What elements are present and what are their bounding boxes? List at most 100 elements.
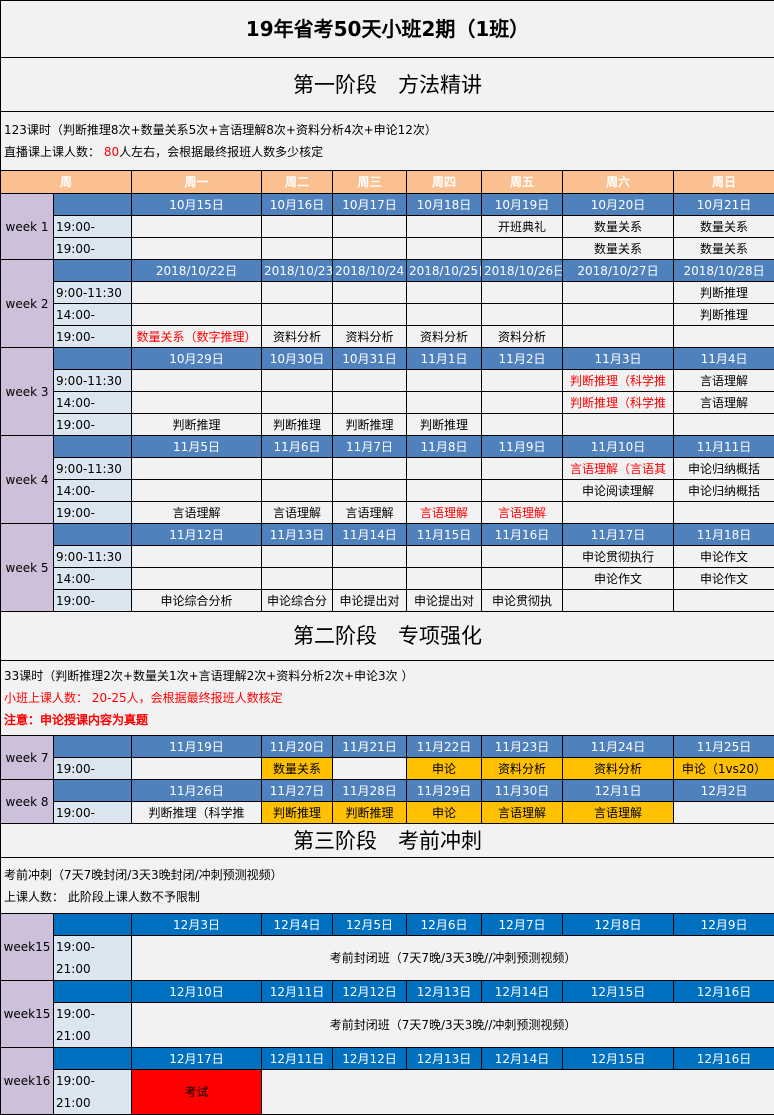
date-cell[interactable]: 12月9日 xyxy=(674,914,774,936)
schedule-cell[interactable] xyxy=(132,546,262,568)
schedule-cell[interactable] xyxy=(262,458,333,480)
schedule-cell[interactable]: 判断推理（科学推 xyxy=(132,802,262,824)
schedule-cell[interactable]: 申论作文 xyxy=(674,546,774,568)
schedule-cell[interactable]: 判断推理 xyxy=(407,414,482,436)
schedule-cell[interactable] xyxy=(132,304,262,326)
schedule-cell[interactable] xyxy=(482,458,563,480)
schedule-cell[interactable]: 言语理解 xyxy=(674,392,774,414)
date-cell[interactable]: 12月11日 xyxy=(262,981,333,1003)
time-slot[interactable]: 14:00- xyxy=(54,392,132,414)
schedule-cell[interactable] xyxy=(333,238,407,260)
schedule-cell[interactable] xyxy=(333,216,407,238)
schedule-cell[interactable] xyxy=(482,282,563,304)
weekday-header[interactable]: 周二 xyxy=(262,171,333,194)
schedule-cell[interactable]: 申论阅读理解 xyxy=(563,480,674,502)
schedule-merged-cell[interactable]: 考前封闭班（7天7晚/3天3晚//冲刺预测视频） xyxy=(132,1003,774,1048)
schedule-cell[interactable] xyxy=(482,304,563,326)
date-cell[interactable]: 12月17日 xyxy=(132,1048,262,1070)
schedule-cell[interactable]: 数量关系 xyxy=(674,216,774,238)
date-row-blank[interactable] xyxy=(54,260,132,282)
schedule-cell[interactable] xyxy=(482,238,563,260)
date-cell[interactable]: 11月5日 xyxy=(132,436,262,458)
schedule-cell[interactable]: 言语理解 xyxy=(674,370,774,392)
date-cell[interactable]: 12月13日 xyxy=(407,981,482,1003)
schedule-cell[interactable]: 申论贯彻执 xyxy=(482,590,563,612)
schedule-cell[interactable]: 言语理解 xyxy=(563,802,674,824)
schedule-cell[interactable]: 申论（1vs20） xyxy=(674,758,774,780)
date-cell[interactable]: 10月20日 xyxy=(563,194,674,216)
schedule-cell[interactable]: 资料分析 xyxy=(563,758,674,780)
date-cell[interactable]: 11月16日 xyxy=(482,524,563,546)
schedule-cell[interactable] xyxy=(132,370,262,392)
schedule-cell[interactable] xyxy=(482,392,563,414)
schedule-cell[interactable]: 言语理解 xyxy=(262,502,333,524)
schedule-cell[interactable] xyxy=(407,238,482,260)
time-slot[interactable]: 14:00- xyxy=(54,304,132,326)
time-slot[interactable]: 19:00- xyxy=(54,414,132,436)
date-cell[interactable]: 11月26日 xyxy=(132,780,262,802)
schedule-cell[interactable]: 资料分析 xyxy=(262,326,333,348)
schedule-cell[interactable] xyxy=(333,304,407,326)
date-cell[interactable]: 11月25日 xyxy=(674,736,774,758)
schedule-cell[interactable] xyxy=(407,568,482,590)
schedule-cell[interactable]: 判断推理 xyxy=(262,414,333,436)
date-cell[interactable]: 2018/10/23日 xyxy=(262,260,333,282)
schedule-cell[interactable] xyxy=(674,802,774,824)
time-slot[interactable]: 19:00-21:00 xyxy=(54,1070,132,1115)
date-row-blank[interactable] xyxy=(54,1048,132,1070)
date-cell[interactable]: 11月24日 xyxy=(563,736,674,758)
date-cell[interactable]: 12月4日 xyxy=(262,914,333,936)
schedule-cell[interactable]: 判断推理（科学推 xyxy=(563,392,674,414)
schedule-cell[interactable] xyxy=(407,282,482,304)
date-cell[interactable]: 11月2日 xyxy=(482,348,563,370)
date-cell[interactable]: 2018/10/28日 xyxy=(674,260,774,282)
time-slot[interactable]: 9:00-11:30 xyxy=(54,458,132,480)
schedule-cell[interactable]: 言语理解 xyxy=(132,502,262,524)
date-cell[interactable]: 12月2日 xyxy=(674,780,774,802)
schedule-cell[interactable]: 申论提出对 xyxy=(333,590,407,612)
schedule-cell[interactable]: 言语理解 xyxy=(482,802,563,824)
date-cell[interactable]: 10月31日 xyxy=(333,348,407,370)
schedule-cell[interactable]: 申论 xyxy=(407,758,482,780)
date-cell[interactable]: 12月14日 xyxy=(482,981,563,1003)
time-slot[interactable]: 19:00- xyxy=(54,758,132,780)
time-slot[interactable]: 9:00-11:30 xyxy=(54,370,132,392)
schedule-cell[interactable]: 判断推理 xyxy=(132,414,262,436)
date-cell[interactable]: 11月20日 xyxy=(262,736,333,758)
schedule-cell[interactable] xyxy=(482,414,563,436)
date-cell[interactable]: 12月15日 xyxy=(563,981,674,1003)
weekday-header[interactable]: 周四 xyxy=(407,171,482,194)
schedule-cell[interactable]: 资料分析 xyxy=(333,326,407,348)
date-cell[interactable]: 2018/10/24日 xyxy=(333,260,407,282)
date-cell[interactable]: 12月7日 xyxy=(482,914,563,936)
schedule-cell[interactable] xyxy=(407,392,482,414)
time-slot[interactable]: 14:00- xyxy=(54,568,132,590)
exam-cell[interactable]: 考试 xyxy=(132,1070,262,1115)
date-cell[interactable]: 11月19日 xyxy=(132,736,262,758)
date-cell[interactable]: 11月9日 xyxy=(482,436,563,458)
schedule-cell[interactable]: 判断推理 xyxy=(333,802,407,824)
date-cell[interactable]: 10月30日 xyxy=(262,348,333,370)
date-cell[interactable]: 11月30日 xyxy=(482,780,563,802)
date-cell[interactable]: 10月19日 xyxy=(482,194,563,216)
date-cell[interactable]: 10月21日 xyxy=(674,194,774,216)
weekday-header[interactable]: 周 xyxy=(1,171,132,194)
date-row-blank[interactable] xyxy=(54,436,132,458)
date-cell[interactable]: 2018/10/27日 xyxy=(563,260,674,282)
schedule-cell[interactable] xyxy=(132,216,262,238)
schedule-cell[interactable] xyxy=(262,392,333,414)
time-slot[interactable]: 19:00-21:00 xyxy=(54,1003,132,1048)
schedule-cell[interactable] xyxy=(262,546,333,568)
date-row-blank[interactable] xyxy=(54,524,132,546)
date-cell[interactable]: 11月7日 xyxy=(333,436,407,458)
date-cell[interactable]: 11月12日 xyxy=(132,524,262,546)
date-cell[interactable]: 12月5日 xyxy=(333,914,407,936)
schedule-cell[interactable]: 判断推理 xyxy=(674,282,774,304)
date-cell[interactable]: 2018/10/22日 xyxy=(132,260,262,282)
schedule-cell[interactable] xyxy=(563,502,674,524)
schedule-cell[interactable] xyxy=(482,480,563,502)
date-cell[interactable]: 12月16日 xyxy=(674,981,774,1003)
schedule-cell[interactable]: 申论综合分 xyxy=(262,590,333,612)
date-cell[interactable]: 12月8日 xyxy=(563,914,674,936)
date-cell[interactable]: 10月15日 xyxy=(132,194,262,216)
